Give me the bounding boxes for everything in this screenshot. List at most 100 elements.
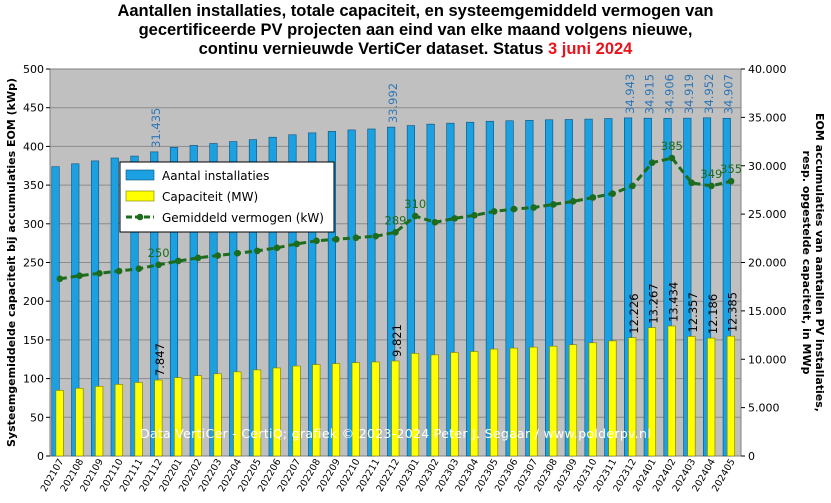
legend-box [119,161,335,233]
left-tick-label: 50 [30,411,44,424]
bar-aantal-installaties [130,155,139,457]
bar-aantal-installaties [584,118,593,457]
bar-capaciteit [608,340,617,457]
label-gemiddeld-vermogen: 289 [385,213,407,227]
right-tick-label: 25.000 [748,208,787,221]
bar-aantal-installaties [545,119,554,457]
bar-aantal-installaties [367,128,376,457]
label-gemiddeld-vermogen: 355 [720,162,742,176]
label-aantal-installaties: 34.906 [662,74,676,114]
watermark: Data VertiCer - CertiQ; grafiek © 2023-2… [140,426,651,441]
right-tick-label: 20.000 [748,257,787,270]
point-gemiddeld-vermogen [313,237,320,245]
right-tick-label: 30.000 [748,160,787,173]
point-gemiddeld-vermogen [510,205,518,213]
point-gemiddeld-vermogen [471,211,478,219]
label-aantal-installaties: 34.943 [623,74,637,114]
label-aantal-installaties: 34.907 [722,74,736,114]
bar-aantal-installaties [564,119,573,457]
label-capaciteit: 12.357 [686,292,700,332]
point-gemiddeld-vermogen [372,232,380,240]
label-capaciteit: 12.186 [706,294,720,334]
point-gemiddeld-vermogen [194,254,202,262]
bar-aantal-installaties [248,139,258,457]
chart-title-line-1: Aantallen installaties, totale capacitei… [117,2,714,20]
bar-aantal-installaties [604,118,613,457]
point-gemiddeld-vermogen [253,247,261,255]
left-tick-label: 350 [23,179,44,192]
left-tick-label: 0 [37,450,44,463]
point-gemiddeld-vermogen [668,154,676,162]
chart-title-line-3-text: continu vernieuwde VertiCer dataset. Sta… [198,40,548,58]
bar-capaciteit [292,365,301,457]
bar-capaciteit [410,353,420,457]
bar-capaciteit [529,346,538,457]
bar-aantal-installaties [90,160,100,457]
point-gemiddeld-vermogen [411,212,419,220]
bar-capaciteit [687,336,696,457]
bar-capaciteit [450,352,459,457]
bar-aantal-installaties [722,117,731,457]
bar-aantal-installaties [387,126,396,457]
point-gemiddeld-vermogen [293,240,301,248]
left-tick-label: 450 [23,102,44,115]
point-gemiddeld-vermogen [332,235,340,243]
bar-capaciteit [628,337,637,457]
bar-aantal-installaties [110,157,119,457]
bar-aantal-installaties [624,117,633,457]
bar-capaciteit [351,362,360,457]
point-gemiddeld-vermogen [96,270,103,277]
chart-title-line-2: gecertificeerde PV projecten aan eind va… [138,21,693,39]
bar-capaciteit [134,382,143,457]
left-tick-label: 150 [23,334,44,347]
bar-capaciteit [568,344,578,457]
label-capaciteit: 12.385 [726,292,740,332]
bar-aantal-installaties [268,136,277,457]
legend-label-installaties: Aantal installaties [162,169,269,183]
bar-aantal-installaties [288,134,297,457]
point-gemiddeld-vermogen [451,215,459,222]
label-capaciteit: 13.434 [666,282,680,322]
bar-aantal-installaties [347,129,356,457]
right-tick-label: 15.000 [748,305,787,318]
bar-capaciteit [332,363,341,457]
point-gemiddeld-vermogen [688,179,695,187]
right-tick-label: 5.000 [748,402,780,415]
bar-capaciteit [193,375,202,457]
point-gemiddeld-vermogen [589,194,597,201]
bar-capaciteit [647,327,656,457]
bar-aantal-installaties [505,120,514,457]
point-gemiddeld-vermogen [629,182,636,190]
bar-capaciteit [430,354,439,457]
bar-aantal-installaties [406,125,415,457]
bar-aantal-installaties [209,143,218,457]
bar-capaciteit [312,364,321,457]
bar-aantal-installaties [683,117,692,457]
point-gemiddeld-vermogen [550,201,557,208]
right-tick-label: 35.000 [748,111,787,124]
bar-aantal-installaties [466,121,475,457]
left-tick-label: 100 [23,373,44,386]
bar-aantal-installaties [189,145,198,457]
bar-aantal-installaties [71,163,80,457]
legend-label-vermogen: Gemiddeld vermogen (kW) [162,211,324,225]
bar-capaciteit [588,342,597,457]
bar-aantal-installaties [702,117,712,457]
bar-aantal-installaties [327,131,336,457]
bar-aantal-installaties [643,117,652,457]
bar-aantal-installaties [485,120,494,457]
legend-label-capaciteit: Capaciteit (MW) [162,190,258,204]
left-tick-label: 200 [23,295,44,308]
y-axis-title-right-line-1: EOM accumulaties van aantallen PV instal… [813,113,826,412]
bar-capaciteit [95,386,104,457]
bar-capaciteit [509,347,518,457]
label-aantal-installaties: 34.915 [643,74,657,114]
bar-capaciteit [75,387,84,457]
label-aantal-installaties: 33.992 [386,83,400,123]
right-tick-label: 10.000 [748,353,787,366]
bar-aantal-installaties [426,123,435,457]
bar-capaciteit [391,360,400,457]
right-tick-label: 40.000 [748,63,787,76]
bar-capaciteit [371,361,380,457]
point-gemiddeld-vermogen [648,159,656,166]
